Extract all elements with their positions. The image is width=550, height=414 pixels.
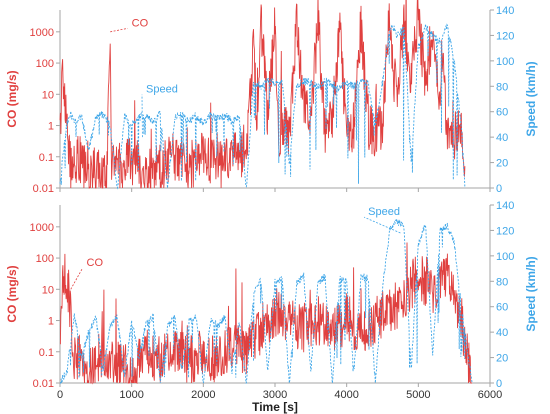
y-right-axis-title: Speed (km/h) <box>524 256 538 331</box>
x-axis-title: Time [s] <box>252 400 298 414</box>
y-left-axis-title: CO (mg/s) <box>5 70 19 127</box>
y-right-tick-label: 80 <box>496 276 508 288</box>
y-right-tick-label: 20 <box>496 353 508 365</box>
y-right-axis-title: Speed (km/h) <box>524 61 538 136</box>
y-right-tick-label: 60 <box>496 107 508 119</box>
x-tick-label: 4000 <box>334 389 358 401</box>
y-left-tick-label: 0.01 <box>33 183 54 195</box>
y-left-tick-label: 10 <box>42 89 54 101</box>
co-series-line <box>59 242 473 385</box>
y-left-tick-label: 10 <box>42 284 54 296</box>
y-left-tick-label: 1 <box>48 121 54 133</box>
y-right-tick-label: 100 <box>496 56 514 68</box>
x-tick-label: 3000 <box>263 389 287 401</box>
x-tick-label: 6000 <box>478 389 502 401</box>
y-left-tick-label: 1000 <box>30 222 54 234</box>
y-left-tick-label: 0.01 <box>33 378 54 390</box>
y-right-tick-label: 140 <box>496 200 514 212</box>
y-right-tick-label: 60 <box>496 302 508 314</box>
x-tick-label: 5000 <box>406 389 430 401</box>
y-right-tick-label: 140 <box>496 5 514 17</box>
annotation-leader-line <box>70 267 83 290</box>
x-tick-label: 0 <box>57 389 63 401</box>
y-left-tick-label: 1000 <box>30 27 54 39</box>
y-right-tick-label: 120 <box>496 30 514 42</box>
x-tick-label: 2000 <box>191 389 215 401</box>
y-left-tick-label: 100 <box>36 253 54 265</box>
y-left-axis-title: CO (mg/s) <box>5 265 19 322</box>
annotation-label: CO <box>87 257 104 269</box>
y-right-tick-label: 120 <box>496 225 514 237</box>
speed-series-line <box>60 218 473 384</box>
annotation-leader-line <box>364 216 401 234</box>
y-left-tick-label: 1 <box>48 316 54 328</box>
y-left-tick-label: 0.1 <box>39 347 54 359</box>
y-right-tick-label: 0 <box>496 183 502 195</box>
speed-series-line <box>59 23 466 190</box>
y-left-tick-label: 0.1 <box>39 152 54 164</box>
y-right-tick-label: 80 <box>496 81 508 93</box>
y-right-tick-label: 40 <box>496 132 508 144</box>
annotation-label: Speed <box>368 206 400 218</box>
y-right-tick-label: 0 <box>496 378 502 390</box>
x-tick-label: 1000 <box>119 389 143 401</box>
annotation-label: CO <box>132 17 149 29</box>
co-series-line <box>59 0 466 189</box>
annotation-label: Speed <box>146 84 178 96</box>
y-right-tick-label: 20 <box>496 158 508 170</box>
y-right-tick-label: 40 <box>496 327 508 339</box>
y-right-tick-label: 100 <box>496 251 514 263</box>
y-left-tick-label: 100 <box>36 58 54 70</box>
annotation-leader-line <box>110 27 128 33</box>
